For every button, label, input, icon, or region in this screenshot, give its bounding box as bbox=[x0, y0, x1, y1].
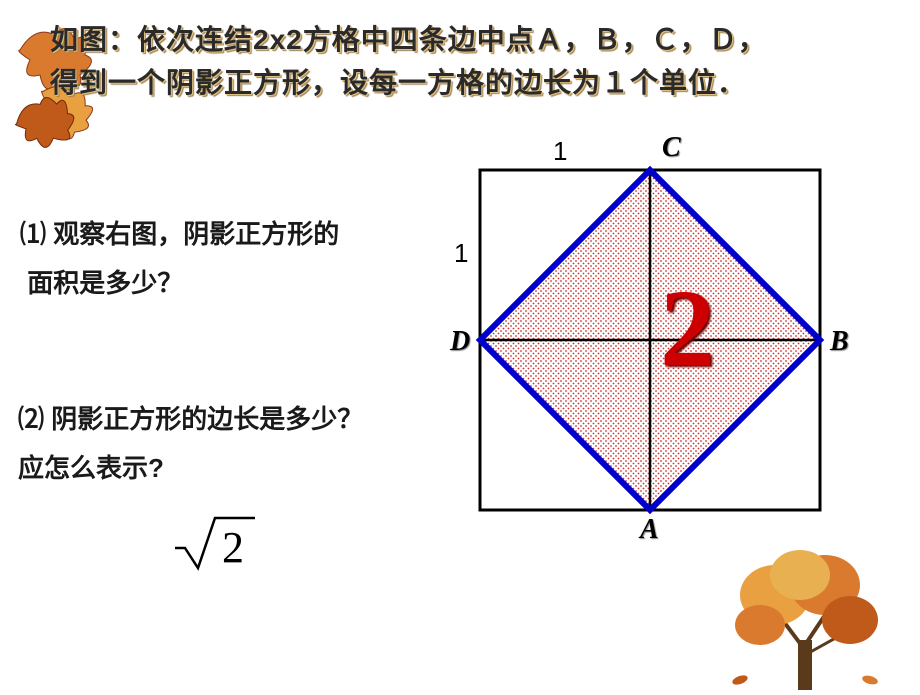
svg-text:2: 2 bbox=[222, 523, 244, 572]
problem-title: 如图：依次连结2x2方格中四条边中点Ａ，Ｂ，Ｃ，Ｄ， 得到一个阴影正方形，设每一… bbox=[50, 18, 880, 105]
vertex-d-label: D bbox=[450, 326, 470, 358]
q2-text-2: 应怎么表示? bbox=[18, 453, 164, 483]
vertex-c-label: C bbox=[662, 132, 681, 164]
area-value: 2 bbox=[660, 265, 715, 392]
answer-sqrt2: 2 bbox=[170, 510, 270, 592]
q2-prefix: ⑵ bbox=[18, 404, 44, 434]
unit-label-left: 1 bbox=[454, 238, 468, 269]
leaf-decoration-bottom-right bbox=[720, 530, 890, 690]
title-line-1: 如图：依次连结2x2方格中四条边中点Ａ，Ｂ，Ｃ，Ｄ， bbox=[50, 24, 767, 55]
question-1: ⑴ 观察右图，阴影正方形的 面积是多少？ bbox=[20, 210, 420, 309]
q1-text-1: 观察右图，阴影正方形的 bbox=[53, 219, 339, 249]
vertex-b-label: B bbox=[830, 326, 849, 358]
q2-text-1: 阴影正方形的边长是多少？ bbox=[51, 404, 363, 434]
vertex-a-label: A bbox=[640, 514, 659, 546]
unit-label-top: 1 bbox=[553, 136, 567, 167]
title-line-2: 得到一个阴影正方形，设每一方格的边长为１个单位． bbox=[50, 67, 746, 98]
grid-diagram: 2 1 1 C B A D bbox=[440, 130, 860, 550]
question-2: ⑵ 阴影正方形的边长是多少？ 应怎么表示? bbox=[18, 395, 418, 494]
q1-text-2: 面积是多少？ bbox=[27, 268, 183, 298]
q1-prefix: ⑴ bbox=[20, 219, 46, 249]
